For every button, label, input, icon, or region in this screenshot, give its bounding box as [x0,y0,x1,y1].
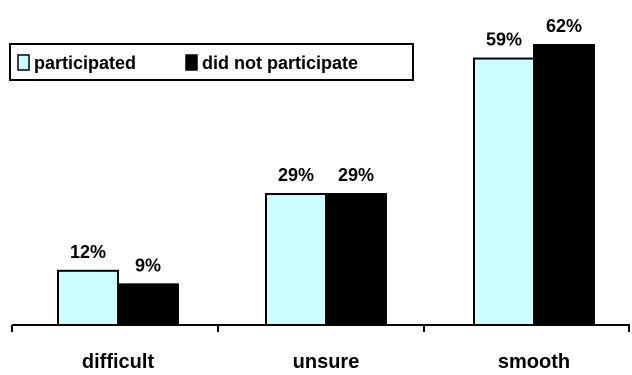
category-label-difficult: difficult [82,351,155,373]
category-label-smooth: smooth [498,351,570,373]
x-axis-ticks [11,325,630,332]
legend-label-participated: participated [34,53,136,73]
legend-box [9,43,414,81]
data-label-participated-difficult: 12% [70,242,106,262]
bar-did-not-participate-difficult [117,283,179,326]
bar-did-not-participate-smooth [533,44,595,326]
data-label-participated-smooth: 59% [486,30,522,50]
data-label-did-not-participate-smooth: 62% [546,16,582,36]
data-label-did-not-participate-unsure: 29% [338,165,374,185]
plot-area: 12% 9% 29% 29% 59% 62% [57,16,595,327]
bar-participated-difficult [57,269,119,327]
legend: participated did not participate [9,43,414,81]
legend-swatch-did-not-participate [185,54,198,71]
legend-label-did-not-participate: did not participate [202,53,358,73]
category-labels: difficult unsure smooth [82,351,570,373]
category-label-unsure: unsure [293,351,360,373]
data-label-did-not-participate-difficult: 9% [135,255,161,275]
data-label-participated-unsure: 29% [278,165,314,185]
bar-participated-unsure [265,193,327,326]
legend-swatch-participated [17,54,30,71]
bar-did-not-participate-unsure [325,193,387,326]
bar-participated-smooth [473,57,535,326]
